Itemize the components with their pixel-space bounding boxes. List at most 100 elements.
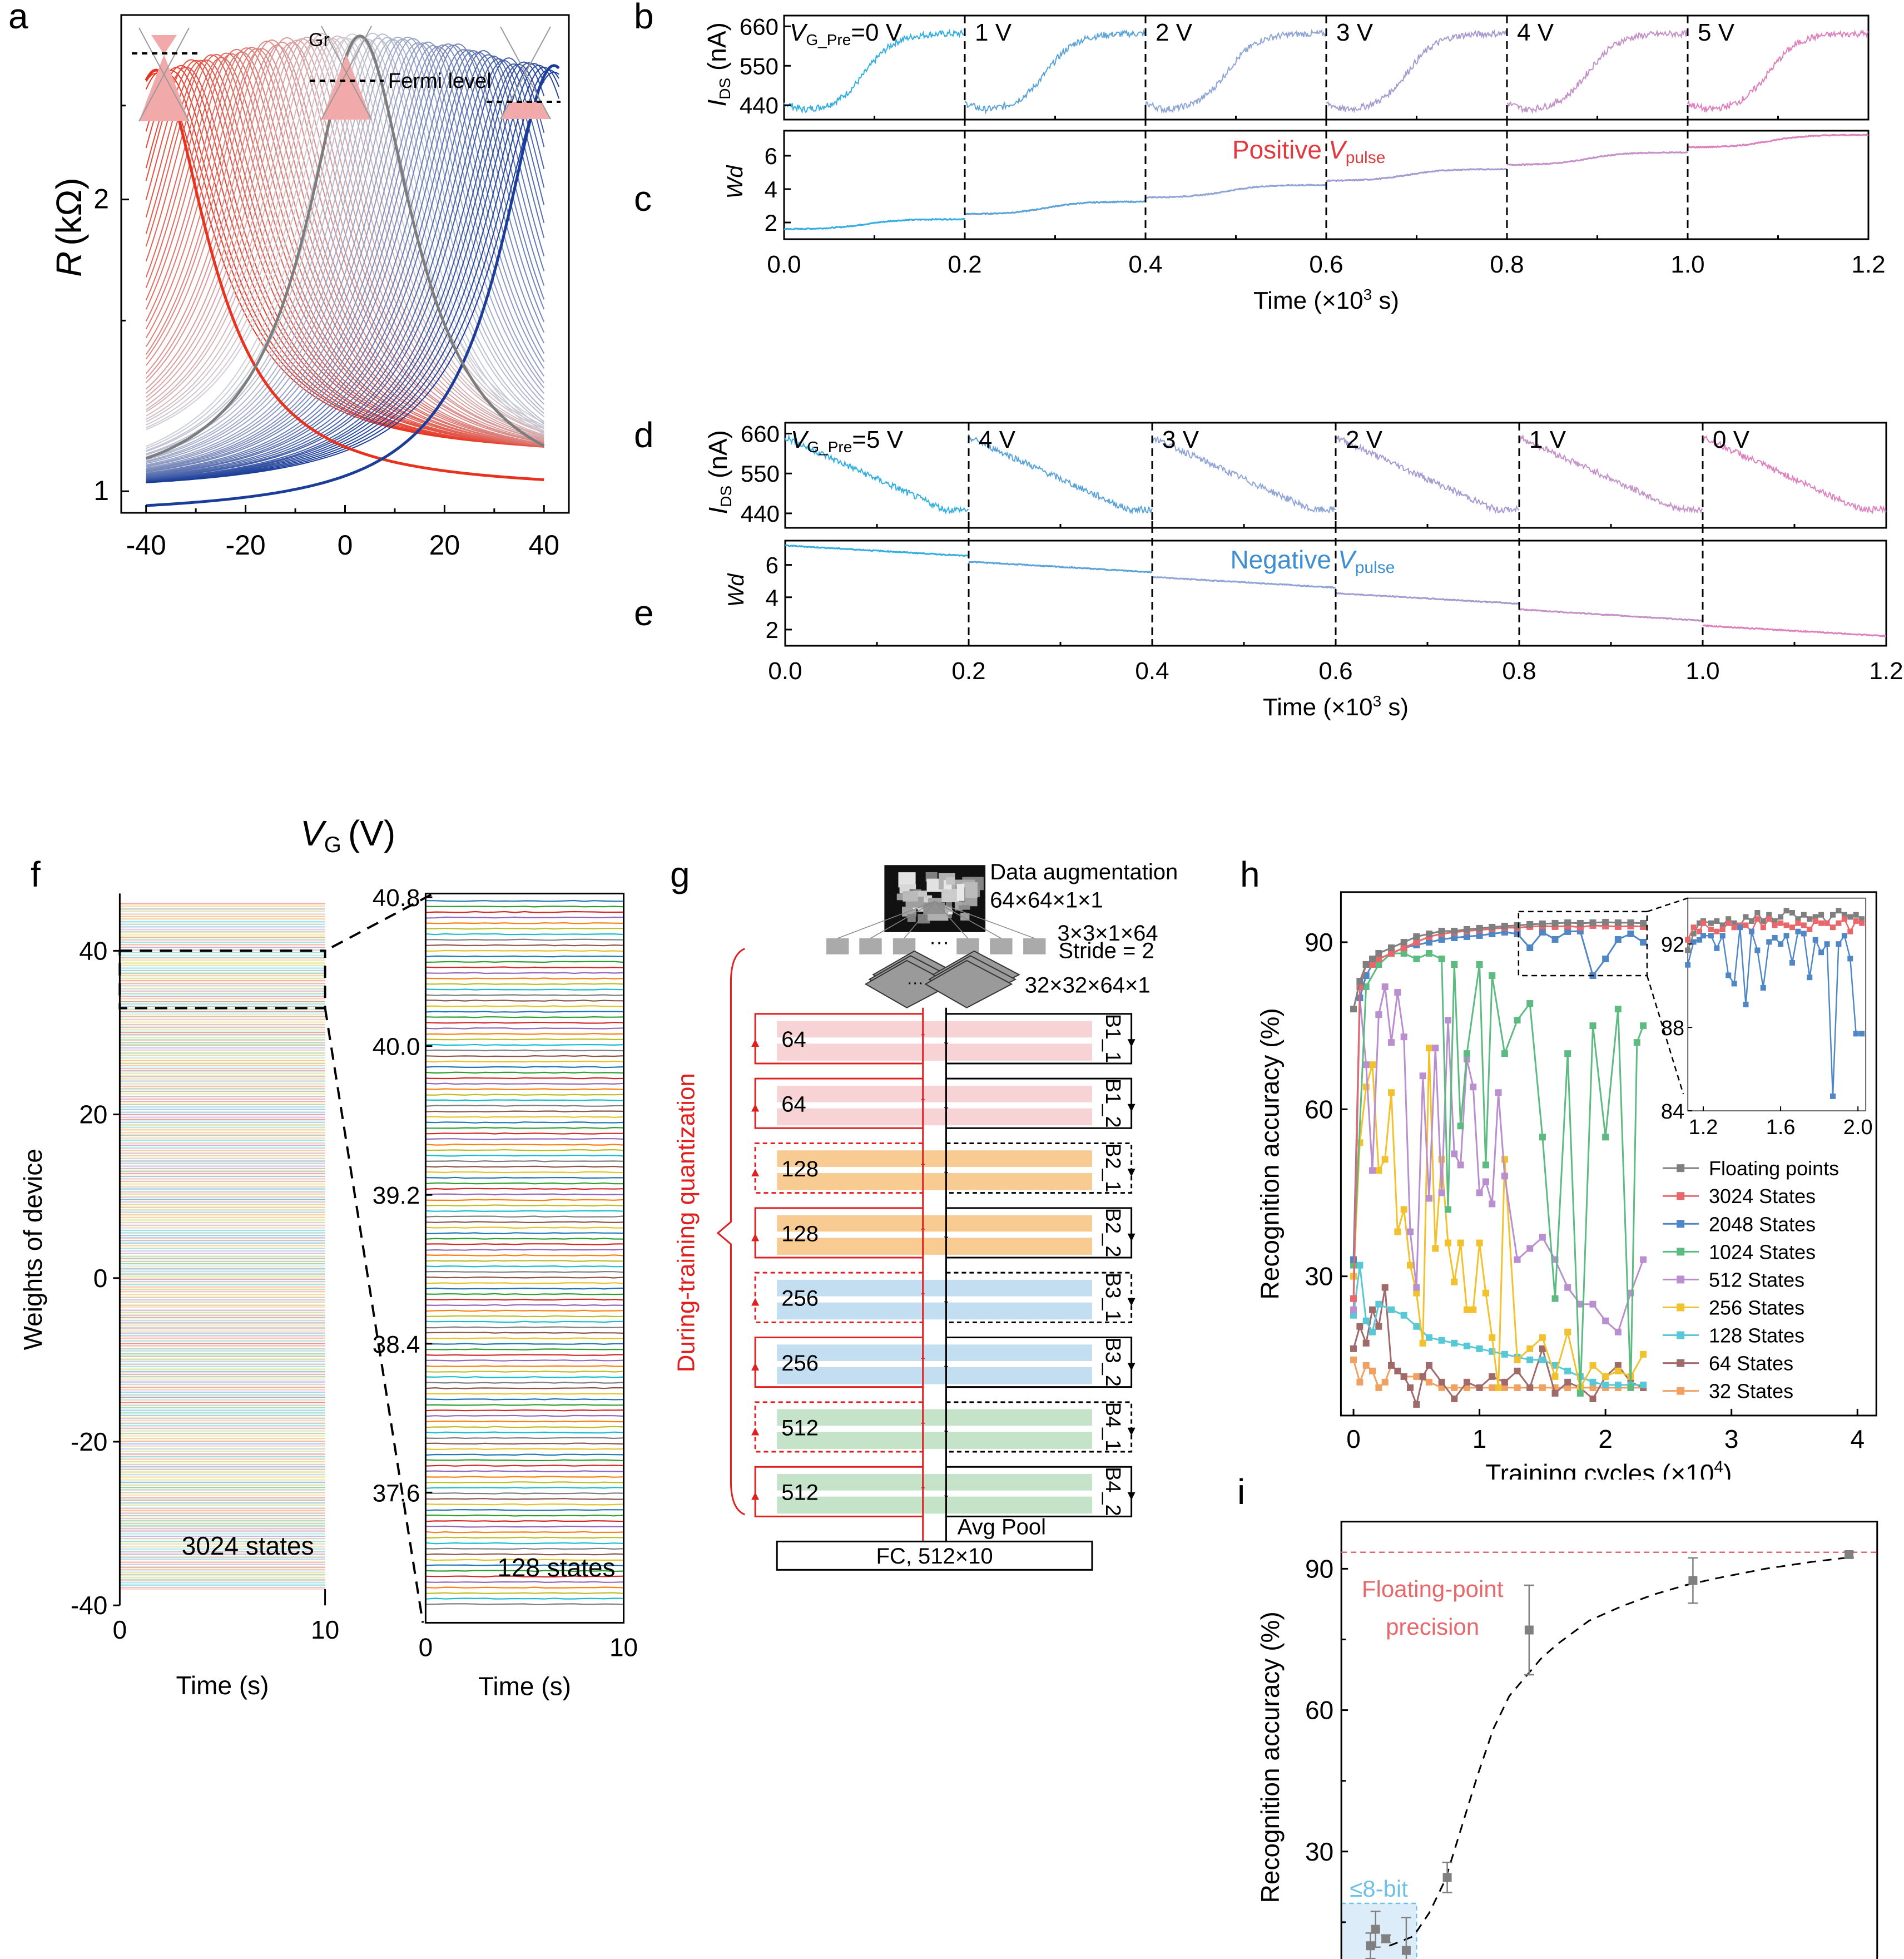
h-data-point — [1501, 1378, 1508, 1386]
h-data-point — [1627, 919, 1634, 926]
loop-arrow-icon: ▲ — [748, 1423, 762, 1438]
i-marker — [1524, 1625, 1534, 1635]
stride-label: Stride = 2 — [1058, 939, 1154, 963]
i-marker — [1442, 1873, 1452, 1882]
f-right-state-line — [425, 1270, 624, 1273]
f-right-state-line — [425, 1043, 624, 1046]
f-right-state-line — [425, 1276, 624, 1279]
h-inset-point — [1778, 920, 1784, 926]
h-data-point — [1640, 1256, 1647, 1263]
h-legend-item: Floating points — [1663, 1157, 1839, 1180]
f-right-state-line — [425, 1071, 624, 1074]
feature-shape: 32×32×64×1 — [1025, 973, 1151, 998]
wd-segment-3 — [1335, 592, 1520, 605]
h-data-point — [1551, 1373, 1559, 1380]
block-layer-bar — [777, 1496, 1092, 1514]
f-right-ytick-label: 40.8 — [373, 884, 420, 912]
loop-arrow-icon: ▼ — [1125, 1229, 1138, 1244]
h-data-point — [1614, 1362, 1622, 1369]
wd-segment-3 — [1326, 167, 1508, 182]
ids-ylabel: IDS (nA) — [702, 22, 733, 106]
h-legend-label: 256 States — [1709, 1296, 1804, 1319]
f-right-state-line — [425, 972, 624, 974]
block-layer-bar — [777, 1021, 1092, 1038]
loop-arrow-icon: ▲ — [748, 1359, 762, 1374]
kernel-ellipsis: ··· — [929, 931, 949, 953]
f-right-state-line — [425, 1431, 624, 1434]
block-layer-bar — [777, 1367, 1092, 1384]
h-inset-point — [1772, 922, 1778, 928]
a-curve — [146, 38, 545, 462]
block-layer-bar — [777, 1043, 1092, 1061]
h-inset-point — [1818, 912, 1824, 918]
block-layer-bar — [777, 1409, 1092, 1426]
f-right-state-line — [425, 1497, 624, 1500]
h-data-point — [1425, 1195, 1432, 1202]
h-data-point — [1381, 1284, 1389, 1291]
h-series-0 — [1350, 918, 1647, 1013]
input-image-pixel — [960, 912, 970, 921]
f-right-state-line — [425, 1182, 624, 1185]
h-data-point — [1413, 1373, 1420, 1380]
a-xtick-label: -40 — [126, 530, 166, 561]
f-right-state-line — [425, 1298, 624, 1301]
h-data-point — [1463, 1384, 1470, 1391]
h-legend-label: 64 States — [1709, 1352, 1793, 1375]
kernel-connector — [870, 901, 935, 939]
f-right-state-line — [425, 1221, 624, 1224]
time-xtick-label: 1.2 — [1851, 251, 1885, 278]
h-data-point — [1362, 961, 1370, 968]
h-data-point — [1551, 1389, 1559, 1397]
f-right-state-line — [425, 1226, 624, 1229]
h-legend-marker — [1677, 1164, 1685, 1173]
time-xlabel: Time (×103 s) — [1263, 692, 1409, 721]
f-right-xtick-label: 10 — [609, 1633, 638, 1661]
h-data-point — [1589, 919, 1596, 926]
h-data-point — [1413, 933, 1420, 940]
f-right-state-line — [425, 1592, 624, 1595]
h-data-point — [1413, 938, 1420, 946]
time-xtick-label: 0.0 — [768, 657, 802, 685]
h-data-point — [1451, 1278, 1458, 1285]
f-right-state-line — [425, 1116, 624, 1118]
gr-label: Gr — [309, 29, 330, 51]
band-diagram-p-doped — [487, 26, 561, 120]
h-data-point — [1476, 1384, 1483, 1391]
h-inset-ytick-label: 92 — [1661, 933, 1684, 957]
f-right-state-line — [425, 1243, 624, 1245]
fc-layer-label: FC, 512×10 — [876, 1544, 993, 1569]
h-data-point — [1350, 1345, 1357, 1352]
h-data-point — [1476, 1345, 1483, 1352]
time-xtick-label: 1.0 — [1685, 657, 1719, 685]
block-layer-bar — [777, 1085, 1092, 1102]
segment-label-3: 2 V — [1346, 426, 1383, 453]
h-data-point — [1564, 1050, 1571, 1057]
block-forward-loop — [946, 1207, 1133, 1259]
h-data-point — [1425, 1334, 1432, 1341]
i-ytick-label: 90 — [1305, 1554, 1333, 1583]
h-data-point — [1425, 1378, 1432, 1386]
f-right-state-line — [425, 1121, 624, 1124]
h-data-point — [1400, 1033, 1407, 1041]
h-data-point — [1482, 1289, 1489, 1297]
wd-ytick-label: 4 — [765, 176, 777, 202]
f-right-state-line — [425, 1032, 624, 1035]
h-data-point — [1419, 1373, 1426, 1380]
h-data-point — [1564, 1284, 1571, 1291]
h-inset-point — [1841, 933, 1847, 939]
h-inset-point — [1760, 918, 1766, 924]
loop-arrow-icon: ▲ — [748, 1165, 762, 1180]
h-data-point — [1614, 1381, 1622, 1388]
h-data-point — [1356, 1378, 1363, 1386]
h-data-point — [1369, 1328, 1376, 1335]
h-legend-item: 256 States — [1663, 1296, 1804, 1319]
segment-label-5: 5 V — [1698, 19, 1735, 46]
h-inset-point — [1847, 956, 1853, 962]
h-data-point — [1400, 944, 1407, 951]
a-curve — [145, 37, 544, 441]
f-right-ytick-label: 39.2 — [373, 1182, 420, 1209]
h-data-point — [1463, 1378, 1470, 1386]
h-ylabel: Recognition accuracy (%) — [1255, 1008, 1284, 1299]
h-legend-marker — [1677, 1220, 1685, 1228]
h-inset-point — [1748, 928, 1754, 934]
